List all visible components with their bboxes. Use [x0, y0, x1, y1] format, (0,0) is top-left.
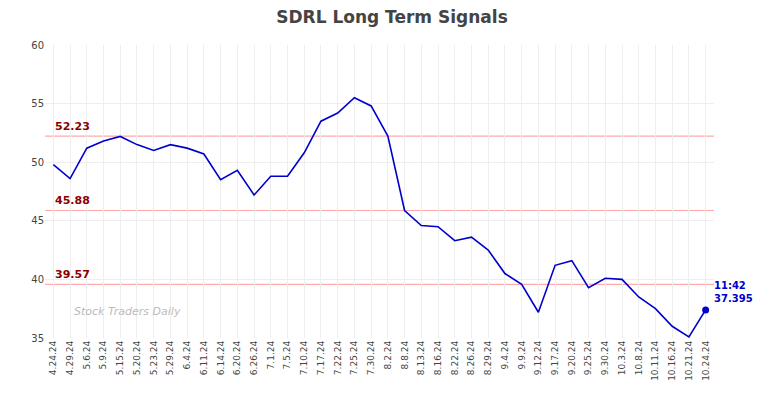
- svg-text:5.20.24: 5.20.24: [132, 341, 142, 376]
- svg-text:10.3.24: 10.3.24: [617, 341, 627, 376]
- svg-text:7.22.24: 7.22.24: [333, 341, 343, 376]
- svg-text:5.23.24: 5.23.24: [149, 341, 159, 376]
- svg-text:7.17.24: 7.17.24: [316, 341, 326, 376]
- svg-text:35: 35: [31, 333, 44, 344]
- svg-text:10.24.24: 10.24.24: [701, 341, 711, 381]
- svg-text:45.88: 45.88: [55, 194, 90, 207]
- svg-text:7.30.24: 7.30.24: [366, 341, 376, 376]
- svg-text:45: 45: [31, 215, 44, 226]
- svg-text:9.9.24: 9.9.24: [517, 341, 527, 370]
- svg-text:7.1.24: 7.1.24: [266, 341, 276, 370]
- svg-text:7.10.24: 7.10.24: [299, 341, 309, 376]
- svg-text:8.16.24: 8.16.24: [433, 341, 443, 376]
- svg-text:6.20.24: 6.20.24: [232, 341, 242, 376]
- svg-text:SDRL Long Term Signals: SDRL Long Term Signals: [276, 7, 508, 27]
- svg-text:8.22.24: 8.22.24: [450, 341, 460, 376]
- svg-text:10.16.24: 10.16.24: [667, 341, 677, 381]
- svg-text:40: 40: [31, 274, 44, 285]
- svg-text:5.15.24: 5.15.24: [115, 341, 125, 376]
- svg-text:9.25.24: 9.25.24: [583, 341, 593, 376]
- svg-text:8.26.24: 8.26.24: [466, 341, 476, 376]
- svg-text:7.25.24: 7.25.24: [349, 341, 359, 376]
- svg-text:52.23: 52.23: [55, 120, 90, 133]
- svg-text:9.20.24: 9.20.24: [567, 341, 577, 376]
- svg-text:Stock Traders Daily: Stock Traders Daily: [74, 305, 181, 318]
- svg-text:8.8.24: 8.8.24: [400, 341, 410, 370]
- svg-text:8.2.24: 8.2.24: [383, 341, 393, 370]
- svg-text:10.21.24: 10.21.24: [684, 341, 694, 381]
- svg-text:5.9.24: 5.9.24: [98, 341, 108, 370]
- svg-text:10.11.24: 10.11.24: [650, 341, 660, 381]
- svg-text:9.4.24: 9.4.24: [500, 341, 510, 370]
- svg-text:4.29.24: 4.29.24: [65, 341, 75, 376]
- svg-text:9.30.24: 9.30.24: [600, 341, 610, 376]
- svg-text:9.17.24: 9.17.24: [550, 341, 560, 376]
- svg-text:6.26.24: 6.26.24: [249, 341, 259, 376]
- svg-text:5.6.24: 5.6.24: [82, 341, 92, 370]
- svg-text:11:4237.395: 11:4237.395: [714, 280, 753, 304]
- svg-text:55: 55: [31, 98, 44, 109]
- svg-text:9.12.24: 9.12.24: [533, 341, 543, 376]
- svg-text:39.57: 39.57: [55, 268, 90, 281]
- svg-text:60: 60: [31, 40, 44, 51]
- svg-text:6.11.24: 6.11.24: [199, 341, 209, 376]
- svg-text:8.29.24: 8.29.24: [483, 341, 493, 376]
- svg-text:50: 50: [31, 157, 44, 168]
- svg-text:10.8.24: 10.8.24: [634, 341, 644, 376]
- svg-text:6.4.24: 6.4.24: [182, 341, 192, 370]
- svg-text:7.5.24: 7.5.24: [282, 341, 292, 370]
- svg-text:8.13.24: 8.13.24: [416, 341, 426, 376]
- svg-text:4.24.24: 4.24.24: [48, 341, 58, 376]
- svg-text:5.29.24: 5.29.24: [165, 341, 175, 376]
- svg-text:6.14.24: 6.14.24: [216, 341, 226, 376]
